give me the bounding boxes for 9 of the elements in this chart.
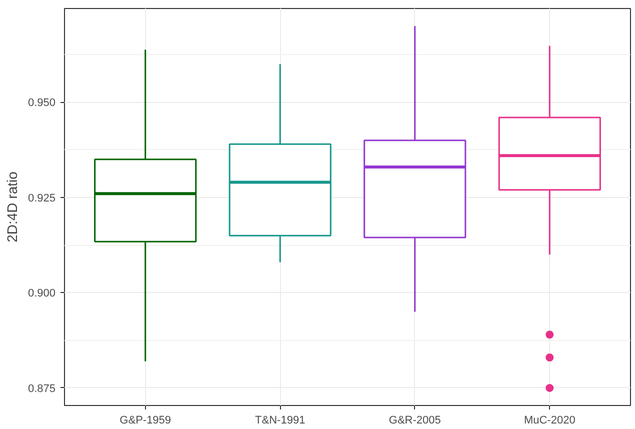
- y-axis-title: 2D:4D ratio: [4, 171, 20, 242]
- x-tick-label: MuC-2020: [524, 414, 576, 426]
- x-tick-label: T&N-1991: [255, 414, 306, 426]
- y-tick-label: 0.925: [28, 192, 56, 204]
- y-tick-label: 0.875: [28, 382, 56, 395]
- y-tick-label: 0.950: [28, 97, 56, 110]
- x-tick-label: G&P-1959: [120, 414, 172, 426]
- y-tick-label: 0.900: [28, 288, 56, 300]
- x-tick-label: G&R-2005: [388, 414, 441, 426]
